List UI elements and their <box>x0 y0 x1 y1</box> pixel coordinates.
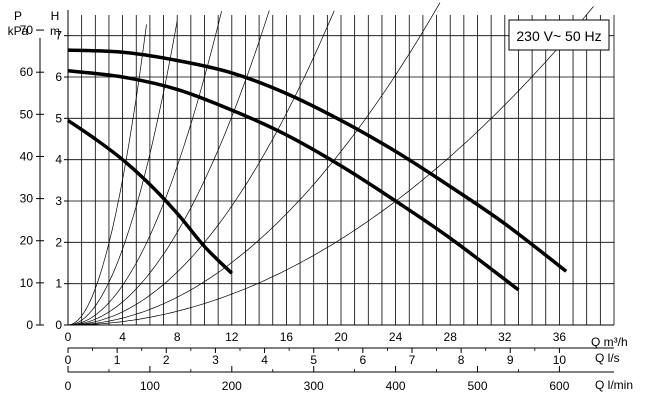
x-secondary-tick-label: 8 <box>458 353 465 367</box>
x-secondary-tick-label: 1 <box>114 353 121 367</box>
x-secondary-tick-label: 3 <box>212 353 219 367</box>
y-inner-tick-label: 2 <box>55 235 62 249</box>
system-curve <box>67 11 222 326</box>
y-outer-tick-label: 60 <box>20 65 34 79</box>
x-tertiary-tick-label: 500 <box>467 379 487 393</box>
x-primary-tick-label: 28 <box>444 330 458 344</box>
y-outer-tick-label: 50 <box>20 107 34 121</box>
y-outer-tick-label: 70 <box>20 23 34 37</box>
y-inner-tick-label: 7 <box>55 29 62 43</box>
system-curve <box>67 10 270 326</box>
y-inner-axis-symbol: H <box>51 9 60 23</box>
x-primary-tick-label: 16 <box>280 330 294 344</box>
y-outer-tick-label: 40 <box>20 149 34 163</box>
x-primary-tick-label: 8 <box>174 330 181 344</box>
x-secondary-tick-label: 0 <box>65 353 72 367</box>
y-outer-tick-label: 20 <box>20 234 34 248</box>
y-inner-tick-label: 3 <box>55 194 62 208</box>
x-tertiary-tick-label: 400 <box>386 379 406 393</box>
x-secondary-tick-label: 6 <box>359 353 366 367</box>
x-secondary-tick-label: 10 <box>553 353 567 367</box>
x-secondary-tick-label: 5 <box>310 353 317 367</box>
y-outer-tick-label: 30 <box>20 192 34 206</box>
pump-curves <box>67 48 568 292</box>
y-outer-tick-label: 0 <box>26 318 33 332</box>
voltage-annotation: 230 V~ 50 Hz <box>508 19 610 51</box>
x-primary-tick-label: 12 <box>225 330 239 344</box>
system-curve <box>67 24 147 326</box>
y-inner-tick-label: 6 <box>55 70 62 84</box>
system-curve <box>67 10 335 326</box>
pump-curve-2 <box>67 69 520 292</box>
y-inner-tick-label: 5 <box>55 111 62 125</box>
x-primary-tick-label: 0 <box>65 330 72 344</box>
x-primary-tick-label: 32 <box>498 330 512 344</box>
y-outer-axis-unit: kPa <box>8 24 29 38</box>
x-tertiary-tick-label: 600 <box>549 379 569 393</box>
x-secondary-tick-label: 9 <box>507 353 514 367</box>
x-tertiary-tick-label: 300 <box>304 379 324 393</box>
x-secondary-tick-label: 2 <box>163 353 170 367</box>
x-primary-tick-label: 36 <box>553 330 567 344</box>
system-curve <box>67 20 178 326</box>
x-secondary-tick-label: 4 <box>261 353 268 367</box>
y-inner-tick-label: 0 <box>55 318 62 332</box>
y-inner-axis-unit: m <box>50 24 60 38</box>
x-primary-tick-label: 24 <box>389 330 403 344</box>
x-secondary-tick-label: 7 <box>409 353 416 367</box>
x-primary-tick-label: 4 <box>119 330 126 344</box>
x-tertiary-tick-label: 0 <box>65 379 72 393</box>
x-secondary-axis-label: Q l/s <box>595 351 620 365</box>
pump-curve-1 <box>67 118 234 275</box>
y-outer-axis-symbol: P <box>14 9 22 23</box>
y-outer-tick-label: 10 <box>20 276 34 290</box>
system-curves <box>67 2 594 326</box>
svg-text:230 V~ 50 Hz: 230 V~ 50 Hz <box>516 28 601 44</box>
grid <box>67 15 615 326</box>
y-inner-tick-label: 1 <box>55 277 62 291</box>
x-primary-tick-label: 20 <box>334 330 348 344</box>
x-tertiary-tick-label: 100 <box>140 379 160 393</box>
x-tertiary-axis-label: Q l/min <box>595 378 633 392</box>
system-curve <box>68 6 594 326</box>
y-inner-tick-label: 4 <box>55 153 62 167</box>
system-curve <box>68 2 441 326</box>
pump-curve-3 <box>67 48 568 273</box>
x-primary-axis-label: Q m³/h <box>591 335 628 349</box>
x-tertiary-tick-label: 200 <box>222 379 242 393</box>
